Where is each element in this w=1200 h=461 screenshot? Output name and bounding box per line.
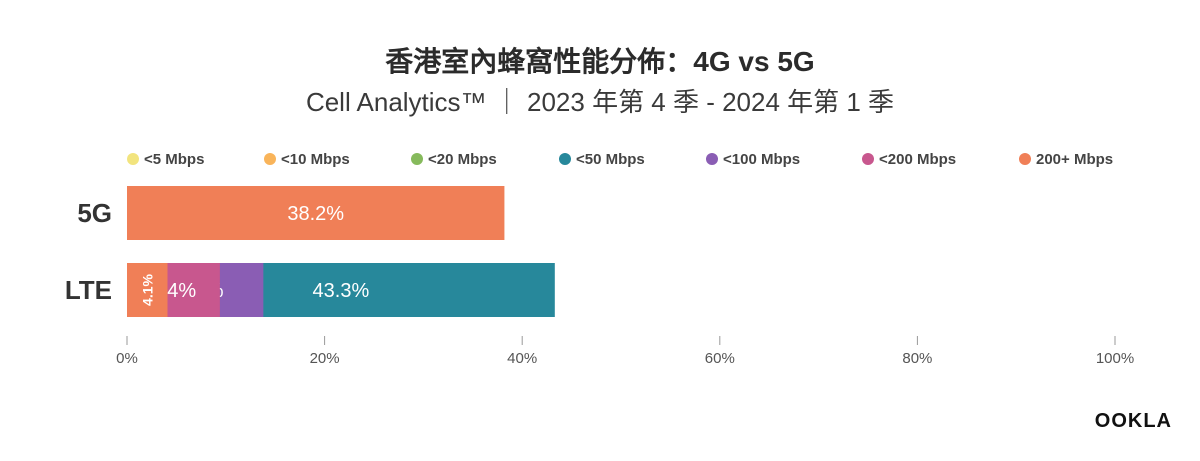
category-label: 5G	[77, 198, 112, 228]
legend-swatch	[559, 153, 571, 165]
legend-swatch	[862, 153, 874, 165]
category-label: LTE	[65, 275, 112, 305]
x-tick-label: 20%	[310, 350, 340, 367]
legend-swatch	[127, 153, 139, 165]
chart-subtitle: Cell Analytics™ ｜ 2023 年第 4 季 - 2024 年第 …	[305, 87, 895, 117]
legend-label: 200+ Mbps	[1036, 151, 1113, 168]
legend-label: <200 Mbps	[879, 151, 956, 168]
legend-label: <20 Mbps	[428, 151, 497, 168]
legend-swatch	[706, 153, 718, 165]
bar-segment	[127, 263, 168, 317]
legend-label: <5 Mbps	[144, 151, 204, 168]
x-tick-label: 40%	[507, 350, 537, 367]
data-label: 43.3%	[313, 280, 370, 302]
ookla-logo: OOKLA	[1094, 410, 1172, 432]
x-tick-label: 100%	[1096, 350, 1134, 367]
data-label: 38.2%	[287, 203, 344, 225]
legend-label: <10 Mbps	[281, 151, 350, 168]
x-tick-label: 80%	[902, 350, 932, 367]
x-tick-label: 0%	[116, 350, 138, 367]
legend-swatch	[264, 153, 276, 165]
legend-label: <100 Mbps	[723, 151, 800, 168]
bar-segment	[127, 186, 505, 240]
x-tick-label: 60%	[705, 350, 735, 367]
legend-swatch	[1019, 153, 1031, 165]
chart-title: 香港室內蜂窩性能分佈：4G vs 5G	[385, 46, 815, 77]
legend-swatch	[411, 153, 423, 165]
legend-label: <50 Mbps	[576, 151, 645, 168]
data-label: 4.1%	[139, 273, 155, 305]
